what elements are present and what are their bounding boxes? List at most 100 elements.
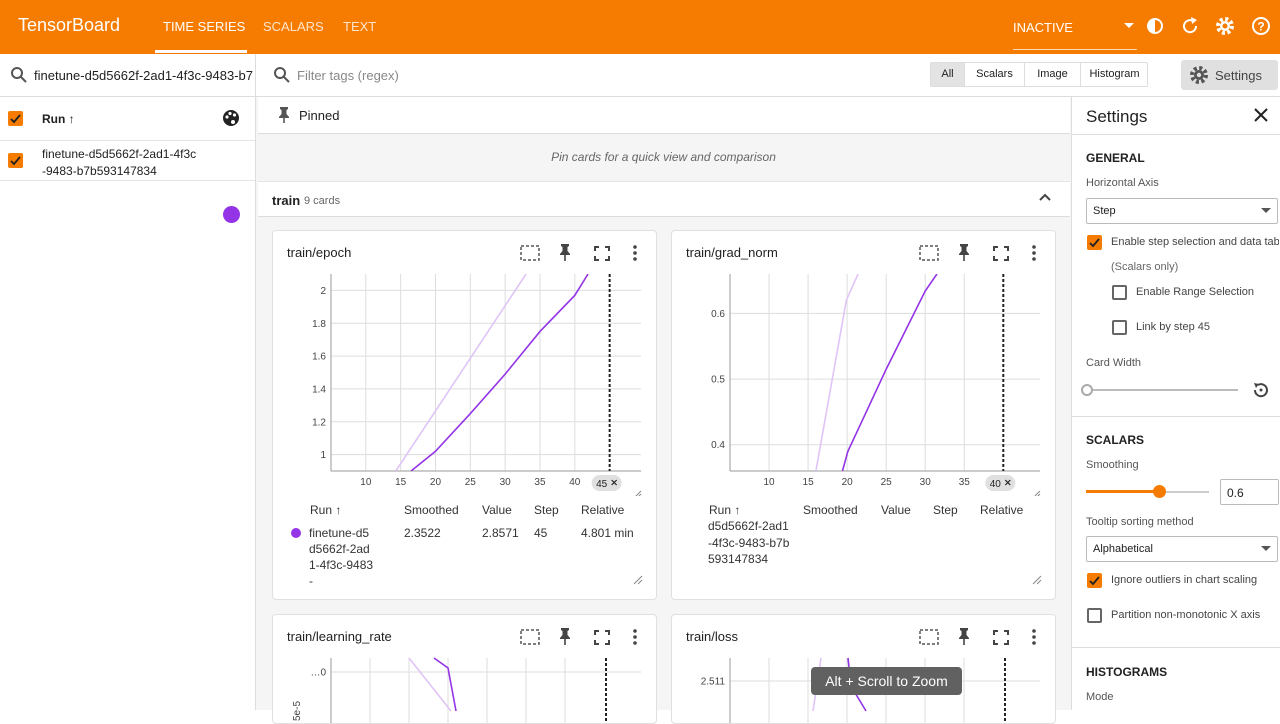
tab[interactable]: TIME SERIES: [163, 19, 246, 34]
fit-domain-icon[interactable]: [919, 245, 939, 261]
divider: [1072, 134, 1280, 135]
slider-thumb[interactable]: [1153, 485, 1167, 498]
slider-thumb[interactable]: [1081, 384, 1093, 396]
menu-dot[interactable]: [1032, 629, 1036, 633]
type-button[interactable]: Histogram: [1080, 63, 1148, 86]
x-tick-label: 35: [534, 477, 546, 488]
checkbox[interactable]: [1087, 608, 1102, 623]
y-tick-label: 0.5: [711, 375, 725, 386]
menu-dot[interactable]: [1032, 251, 1036, 255]
run-checkbox[interactable]: [8, 153, 23, 168]
search-icon: [274, 67, 290, 83]
menu-dot[interactable]: [1032, 257, 1036, 261]
y-tick-label: 1: [320, 450, 326, 461]
dropdown-arrow[interactable]: [1124, 23, 1134, 28]
help-icon[interactable]: ?: [1252, 17, 1270, 35]
table-cell: 45: [534, 526, 548, 540]
checkbox[interactable]: [1087, 235, 1102, 250]
step-chip[interactable]: [591, 475, 622, 491]
resize-lines: [633, 575, 643, 585]
pin-icon[interactable]: [959, 244, 969, 261]
type-filter: All Scalars Image Histogram: [930, 62, 1148, 87]
collapse-icon[interactable]: [1038, 192, 1052, 202]
menu-dot[interactable]: [633, 257, 637, 261]
x-tick-label: 20: [430, 477, 442, 488]
table-cell: 4.801 min: [581, 526, 634, 540]
group-header[interactable]: train 9 cards: [258, 181, 1070, 217]
table-run: d5d5662f-2ad1-4f3c-9483-b7b593147834: [708, 519, 790, 566]
raw-line: [408, 657, 452, 712]
card-title: train/grad_norm: [686, 245, 778, 260]
reload-status[interactable]: INACTIVE: [1013, 20, 1073, 35]
step-chip-label: 40: [990, 479, 1002, 490]
select-all-checkbox[interactable]: [8, 111, 23, 126]
menu-dot[interactable]: [1032, 641, 1036, 645]
run-column-header[interactable]: Run ↑: [42, 112, 75, 126]
y-tick-label: 1.2: [312, 417, 326, 428]
table-header: Step: [933, 503, 958, 517]
y-tick-label: 2.511: [701, 677, 726, 688]
fit-domain-icon[interactable]: [520, 629, 540, 645]
slider-fill: [1086, 490, 1160, 493]
pinned-empty: Pin cards for a quick view and compariso…: [551, 150, 776, 164]
runs-filter[interactable]: finetune-d5d5662f-2ad1-4f3c-9483-b7: [34, 68, 254, 83]
menu-dot[interactable]: [633, 641, 637, 645]
tab[interactable]: SCALARS: [263, 19, 324, 34]
x-tick-label: 15: [395, 477, 407, 488]
top-bar: TensorBoard TIME SERIES SCALARS TEXT INA…: [0, 0, 1280, 54]
type-button[interactable]: Image: [1024, 63, 1080, 86]
step-chip[interactable]: [985, 475, 1016, 491]
tag-filter[interactable]: Filter tags (regex): [297, 68, 399, 83]
fullscreen-icon[interactable]: [594, 246, 610, 261]
settings-icon[interactable]: [1216, 17, 1234, 35]
fullscreen-icon[interactable]: [993, 630, 1009, 645]
fit-domain-icon[interactable]: [520, 245, 540, 261]
close-icon[interactable]: [1254, 108, 1268, 122]
settings-pane: Settings GENERAL Horizontal Axis Step En…: [1071, 97, 1280, 710]
menu-dot[interactable]: [633, 629, 637, 633]
checkbox[interactable]: [1112, 285, 1127, 300]
section-title: SCALARS: [1086, 433, 1145, 447]
fit-domain-icon[interactable]: [919, 629, 939, 645]
reset-icon[interactable]: [1251, 380, 1271, 400]
settings-button[interactable]: Settings: [1181, 60, 1278, 90]
card-actions: [919, 244, 1036, 261]
pin-icon[interactable]: [560, 244, 570, 261]
x-tick-label: 25: [465, 477, 477, 488]
pin-icon[interactable]: [560, 628, 570, 645]
fullscreen-icon[interactable]: [993, 246, 1009, 261]
card-title: train/learning_rate: [287, 629, 392, 644]
pin-icon[interactable]: [959, 628, 969, 645]
type-button[interactable]: All: [931, 63, 964, 86]
table-header: Run ↑: [310, 503, 342, 517]
menu-dot[interactable]: [1032, 245, 1036, 249]
scalar-card: train/learning_rate …0 5e-5: [272, 614, 657, 724]
note: (Scalars only): [1111, 261, 1179, 273]
type-button[interactable]: Scalars: [964, 63, 1024, 86]
step-chip-close[interactable]: [1004, 479, 1011, 486]
divider: [1072, 647, 1280, 648]
axis-select[interactable]: Step: [1086, 198, 1278, 224]
run-color[interactable]: [223, 206, 240, 223]
card-actions: [520, 244, 637, 261]
slider-track: [1090, 389, 1238, 391]
fullscreen-icon[interactable]: [594, 630, 610, 645]
table-header: Value: [881, 503, 911, 517]
y-tick-label: 0.4: [711, 440, 725, 451]
menu-dot[interactable]: [1032, 635, 1036, 639]
reload-icon[interactable]: [1183, 17, 1198, 34]
x-tick-label: 25: [881, 477, 893, 488]
search-icon: [11, 67, 27, 83]
sort-select[interactable]: Alphabetical: [1086, 536, 1278, 562]
menu-dot[interactable]: [633, 635, 637, 639]
checkbox[interactable]: [1112, 320, 1127, 335]
smoothing-input[interactable]: 0.6: [1220, 479, 1279, 505]
theme-icon[interactable]: [1147, 18, 1163, 34]
checkbox[interactable]: [1087, 573, 1102, 588]
palette-icon[interactable]: [222, 109, 240, 127]
menu-dot[interactable]: [633, 251, 637, 255]
tab[interactable]: TEXT: [343, 19, 377, 34]
header-icons: ?: [1124, 17, 1270, 35]
step-chip-close[interactable]: [611, 479, 618, 486]
menu-dot[interactable]: [633, 245, 637, 249]
